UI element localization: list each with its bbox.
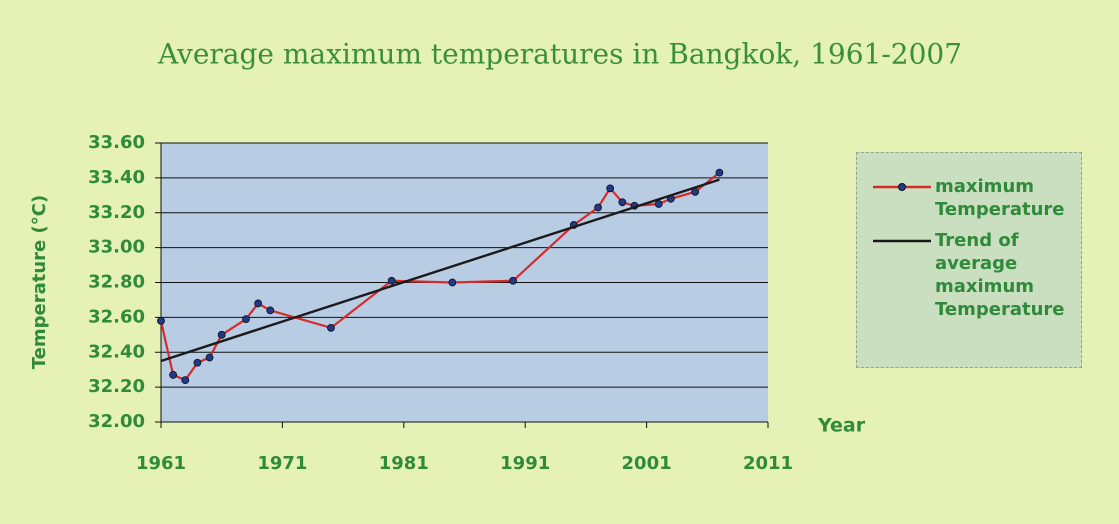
y-tick-label: 32.20 <box>88 376 145 397</box>
data-point <box>594 203 602 212</box>
x-tick-label: 1961 <box>136 453 186 474</box>
y-tick-label: 32.60 <box>88 306 145 327</box>
legend-swatch <box>873 183 931 191</box>
y-tick-label: 33.40 <box>88 167 145 188</box>
x-axis-label: Year <box>817 415 866 437</box>
data-point <box>448 278 457 287</box>
data-point <box>387 276 396 285</box>
data-point <box>169 371 178 379</box>
y-tick-label: 33.20 <box>88 202 145 223</box>
y-tick-label: 32.00 <box>88 411 145 432</box>
data-point <box>217 330 226 339</box>
data-point <box>618 198 627 207</box>
x-tick-label: 2001 <box>622 453 672 474</box>
data-point <box>509 276 517 285</box>
legend-label: Trend of average maximum Temperature <box>935 230 1065 320</box>
data-point <box>157 316 165 325</box>
data-point <box>193 358 202 367</box>
legend-swatch <box>873 239 931 243</box>
data-point <box>266 306 275 315</box>
data-point <box>181 376 190 385</box>
data-point <box>654 200 663 208</box>
data-point <box>242 315 250 324</box>
legend-item: maximum Temperature <box>873 175 1081 221</box>
data-point <box>606 184 615 193</box>
legend: maximum Temperature Trend of average maxi… <box>856 152 1082 368</box>
chart-title: Average maximum temperatures in Bangkok,… <box>157 38 962 71</box>
data-point <box>205 353 214 362</box>
x-tick-label: 1971 <box>257 453 307 474</box>
y-tick-label: 33.60 <box>88 132 145 153</box>
y-axis-label: Temperature (°C) <box>29 195 50 369</box>
data-point <box>715 168 724 177</box>
x-tick-label: 2011 <box>743 453 793 474</box>
legend-item: Trend of average maximum Temperature <box>873 229 1081 321</box>
y-tick-label: 32.80 <box>88 272 145 293</box>
legend-label: maximum Temperature <box>935 176 1065 220</box>
series-line <box>160 178 720 363</box>
x-tick-label: 1981 <box>379 453 429 474</box>
data-point <box>254 299 263 308</box>
y-tick-label: 32.40 <box>88 341 145 362</box>
y-tick-label: 33.00 <box>88 237 145 258</box>
data-point <box>327 323 335 332</box>
x-tick-label: 1991 <box>500 453 550 474</box>
series-line <box>159 171 721 382</box>
